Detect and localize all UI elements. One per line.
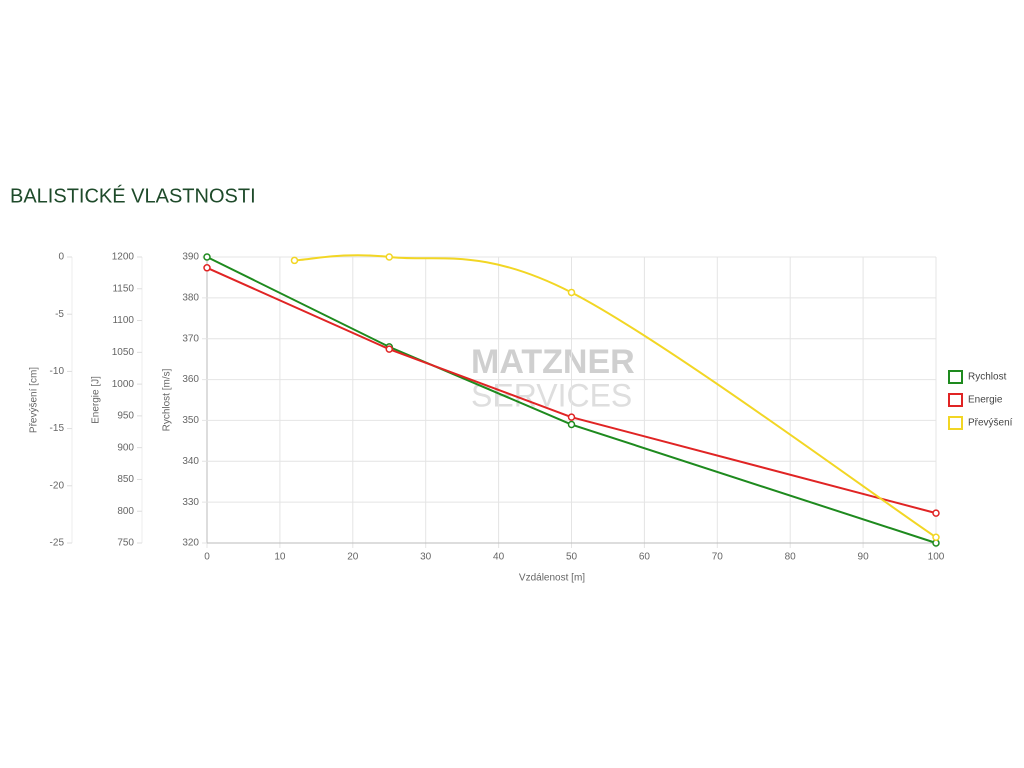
y-tick-label: 390 bbox=[182, 252, 199, 263]
point bbox=[385, 253, 393, 261]
watermark: SERVICES bbox=[471, 377, 632, 413]
y-tick-label: -5 bbox=[55, 309, 64, 320]
x-tick-label: 50 bbox=[566, 552, 578, 563]
series-line bbox=[206, 266, 937, 515]
y-tick-label: 1100 bbox=[112, 315, 134, 326]
legend-label: Rychlost bbox=[968, 372, 1007, 383]
legend-label: Energie bbox=[968, 395, 1003, 406]
x-tick-label: 20 bbox=[347, 552, 359, 563]
y-tick-label: 850 bbox=[117, 474, 134, 485]
x-tick-label: 40 bbox=[493, 552, 505, 563]
legend-label: Převýšení bbox=[968, 418, 1013, 429]
point bbox=[203, 264, 211, 272]
legend-swatch bbox=[948, 416, 963, 430]
point bbox=[385, 345, 393, 353]
y-tick-label: -25 bbox=[50, 538, 65, 549]
point bbox=[567, 288, 576, 297]
point bbox=[290, 256, 299, 265]
series-line bbox=[206, 256, 937, 544]
point bbox=[203, 253, 211, 261]
point bbox=[932, 533, 940, 542]
watermark: MATZNER bbox=[471, 343, 635, 381]
legend-swatch bbox=[948, 370, 963, 384]
y-tick-label: 750 bbox=[117, 538, 134, 549]
point bbox=[932, 509, 940, 517]
y-tick-label: 350 bbox=[182, 415, 199, 426]
x-tick-label: 60 bbox=[639, 552, 651, 563]
y-tick-label: 1150 bbox=[112, 283, 134, 294]
x-tick-label: 70 bbox=[712, 552, 724, 563]
y-tick-label: 1200 bbox=[112, 252, 135, 263]
point bbox=[567, 420, 576, 429]
y-tick-label: 1050 bbox=[112, 347, 135, 358]
y-tick-label: -10 bbox=[50, 366, 65, 377]
y-tick-label: 340 bbox=[182, 456, 199, 467]
x-tick-label: 100 bbox=[928, 552, 945, 563]
y-tick-label: -20 bbox=[50, 480, 65, 491]
y-tick-label: 360 bbox=[182, 374, 199, 385]
y-tick-label: 800 bbox=[117, 506, 134, 517]
y2-axis-title: Energie [J] bbox=[91, 376, 102, 424]
point bbox=[567, 413, 576, 421]
x-tick-label: 90 bbox=[858, 552, 870, 563]
x-axis-title: Vzdálenost [m] bbox=[519, 573, 585, 584]
series-line bbox=[294, 254, 937, 539]
y-tick-label: 330 bbox=[182, 497, 199, 508]
x-tick-label: 10 bbox=[274, 552, 286, 563]
y-tick-label: -15 bbox=[50, 423, 65, 434]
y-tick-label: 1000 bbox=[112, 379, 135, 390]
y-tick-label: 900 bbox=[117, 442, 134, 453]
y-tick-label: 320 bbox=[182, 538, 199, 549]
y3-axis-title: Převýšení [cm] bbox=[29, 367, 40, 433]
chart-title: BALISTICKÉ VLASTNOSTI bbox=[10, 184, 256, 207]
y-tick-label: 380 bbox=[182, 292, 199, 303]
y-axis-title: Rychlost [m/s] bbox=[162, 368, 173, 431]
x-tick-label: 30 bbox=[420, 552, 432, 563]
y-tick-label: 950 bbox=[117, 411, 134, 422]
legend-swatch bbox=[948, 393, 963, 407]
y-tick-label: 0 bbox=[58, 252, 64, 263]
x-tick-label: 80 bbox=[785, 552, 797, 563]
y-tick-label: 370 bbox=[182, 333, 199, 344]
x-tick-label: 0 bbox=[204, 552, 210, 563]
